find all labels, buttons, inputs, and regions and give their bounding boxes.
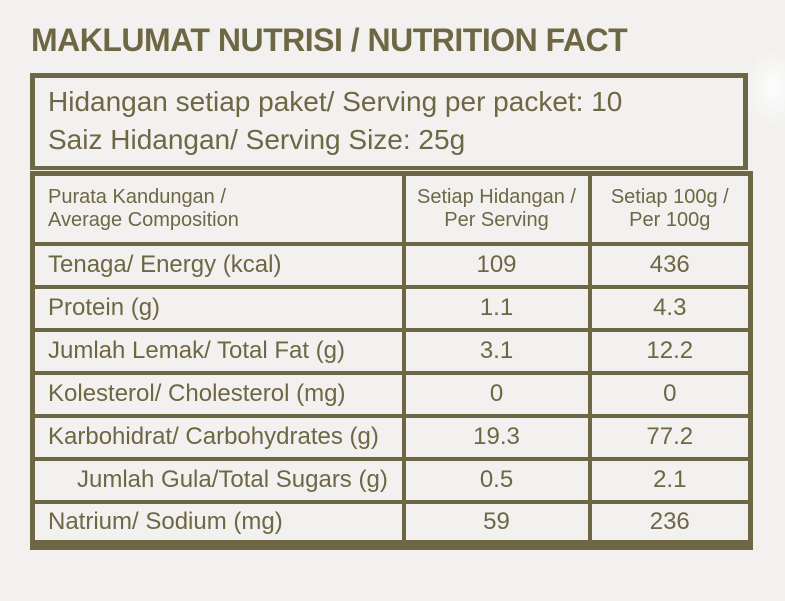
table-row-sodium: Natrium/ Sodium (mg) 59 236: [30, 499, 753, 547]
per-100g-value-cell: 12.2: [587, 327, 753, 375]
header-per-100g: Setiap 100g / Per 100g: [587, 171, 753, 246]
table-row-total-sugars: Jumlah Gula/Total Sugars (g) 0.5 2.1: [30, 456, 753, 504]
per-100g-value-cell: 2.1: [587, 456, 753, 504]
header-per-100g-line2: Per 100g: [629, 208, 711, 231]
table-row-protein: Protein (g) 1.1 4.3: [30, 284, 753, 332]
serving-per-packet-line: Hidangan setiap paket/ Serving per packe…: [48, 86, 623, 117]
nutrient-label-cell: Protein (g): [30, 284, 406, 332]
packaging-glare-highlight: [745, 48, 785, 128]
header-per-serving-line1: Setiap Hidangan /: [416, 185, 576, 208]
per-serving-value-cell: 0.5: [401, 456, 592, 504]
table-row-total-fat: Jumlah Lemak/ Total Fat (g) 3.1 12.2: [30, 327, 753, 375]
per-serving-value-cell: 59: [401, 499, 592, 547]
per-100g-value-cell: 236: [587, 499, 753, 547]
per-100g-value-cell: 436: [587, 241, 753, 289]
per-serving-value-cell: 19.3: [401, 413, 592, 461]
nutrient-label-cell: Tenaga/ Energy (kcal): [30, 241, 406, 289]
nutrient-label-cell: Karbohidrat/ Carbohydrates (g): [30, 413, 406, 461]
table-header-row: Purata Kandungan / Average Composition S…: [30, 171, 753, 246]
page-title: MAKLUMAT NUTRISI / NUTRITION FACT: [31, 22, 628, 58]
per-100g-value-cell: 4.3: [587, 284, 753, 332]
per-100g-value-cell: 77.2: [587, 413, 753, 461]
header-average-composition-line1: Purata Kandungan /: [48, 185, 226, 208]
header-average-composition: Purata Kandungan / Average Composition: [30, 171, 406, 246]
table-row-energy: Tenaga/ Energy (kcal) 109 436: [30, 241, 753, 289]
serving-size-line: Saiz Hidangan/ Serving Size: 25g: [48, 124, 466, 155]
table-row-cholesterol: Kolesterol/ Cholesterol (mg) 0 0: [30, 370, 753, 418]
nutrient-label-cell: Jumlah Lemak/ Total Fat (g): [30, 327, 406, 375]
per-serving-value-cell: 3.1: [401, 327, 592, 375]
nutrition-table: Purata Kandungan / Average Composition S…: [30, 171, 753, 550]
nutrient-label-cell: Kolesterol/ Cholesterol (mg): [30, 370, 406, 418]
header-per-serving: Setiap Hidangan / Per Serving: [401, 171, 592, 246]
table-row-carbohydrates: Karbohidrat/ Carbohydrates (g) 19.3 77.2: [30, 413, 753, 461]
header-average-composition-line2: Average Composition: [48, 208, 239, 231]
serving-info-box: Hidangan setiap paket/ Serving per packe…: [30, 73, 748, 170]
per-serving-value-cell: 109: [401, 241, 592, 289]
per-serving-value-cell: 1.1: [401, 284, 592, 332]
header-per-100g-line1: Setiap 100g /: [610, 185, 729, 208]
header-per-serving-line2: Per Serving: [444, 208, 549, 231]
per-serving-value-cell: 0: [401, 370, 592, 418]
nutrient-label-cell: Natrium/ Sodium (mg): [30, 499, 406, 547]
per-100g-value-cell: 0: [587, 370, 753, 418]
nutrient-label-cell: Jumlah Gula/Total Sugars (g): [30, 456, 406, 504]
